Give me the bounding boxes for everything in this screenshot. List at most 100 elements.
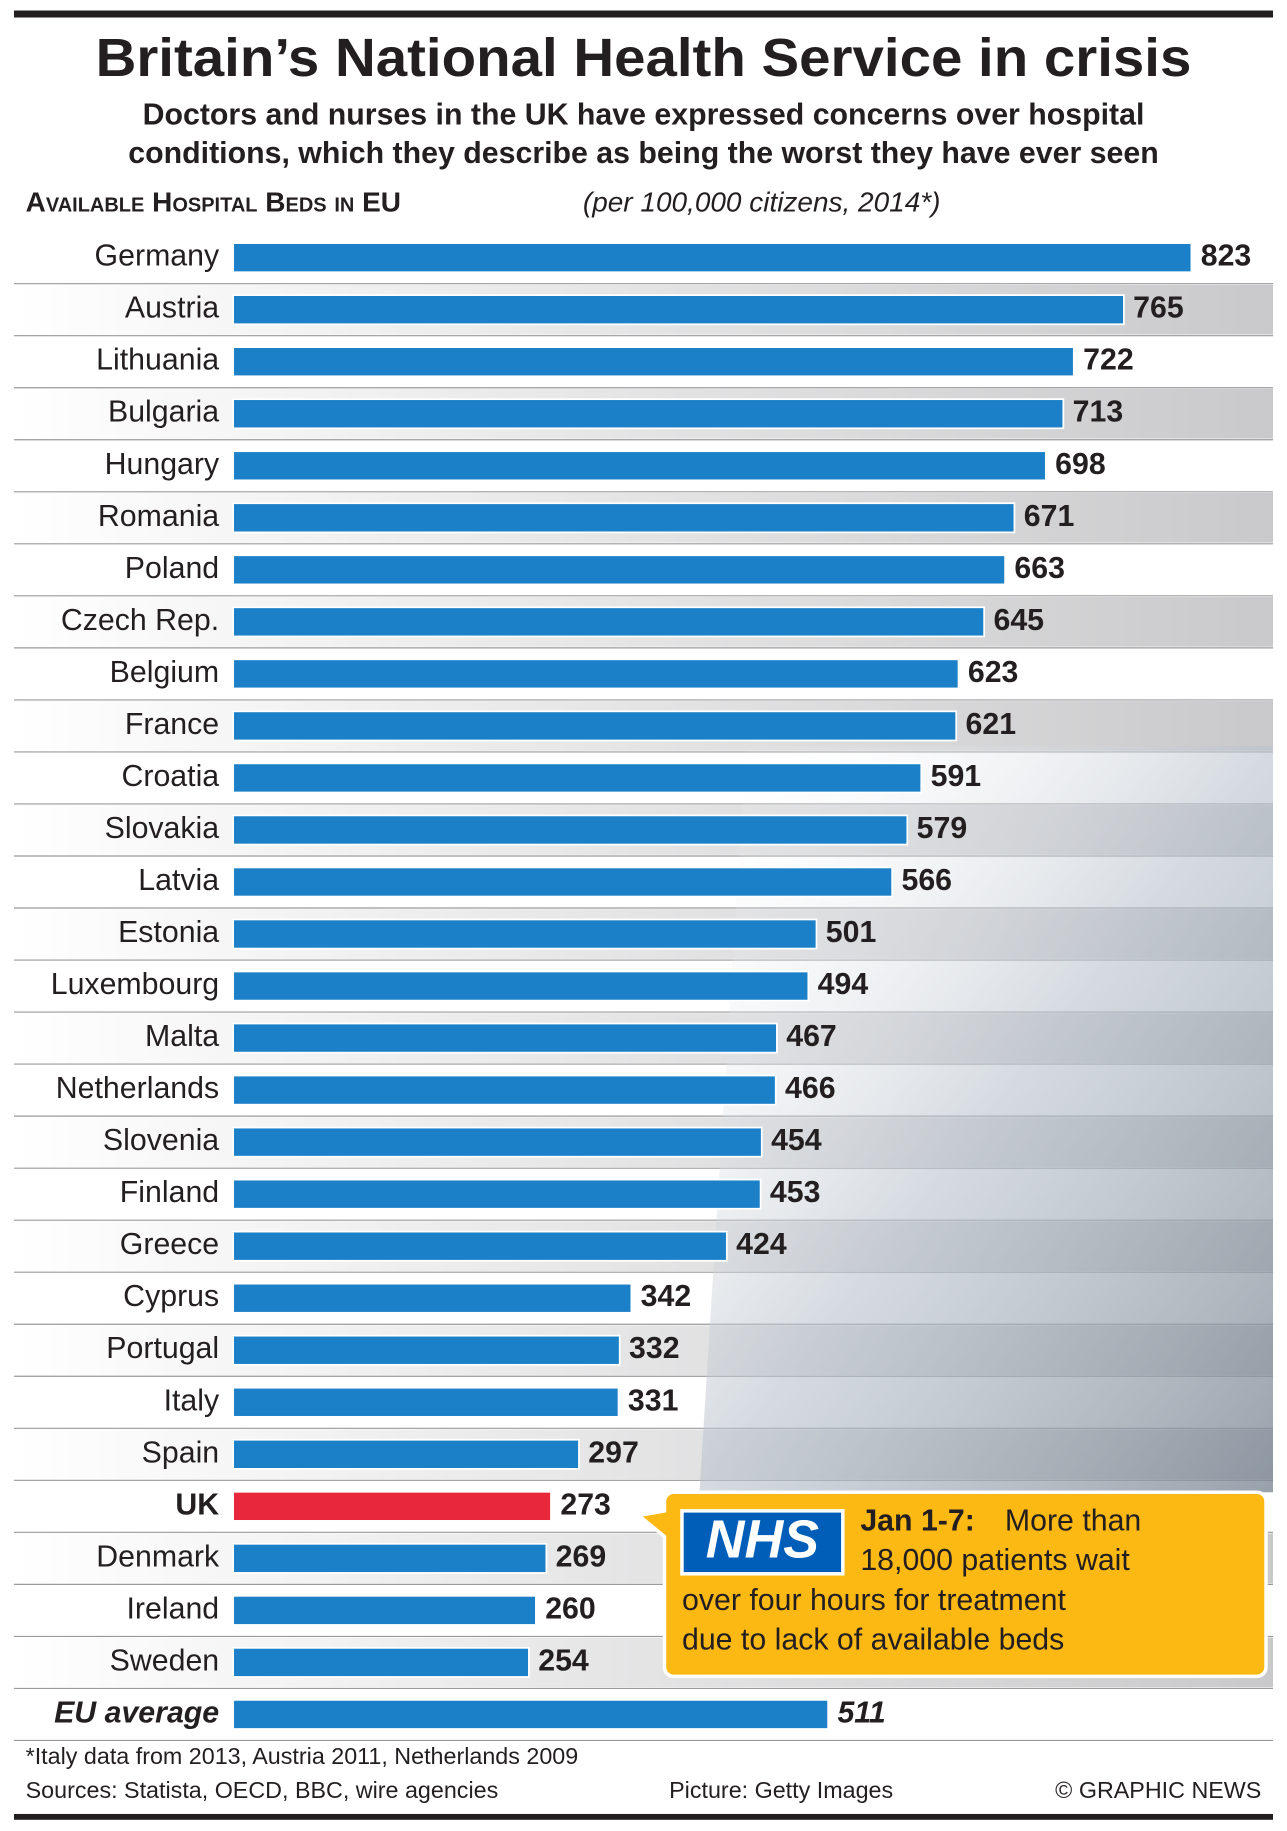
category-label: Malta	[145, 1020, 219, 1053]
category-label: Luxembourg	[51, 968, 219, 1001]
bar	[232, 450, 1047, 482]
sources: Sources: Statista, OECD, BBC, wire agenc…	[26, 1777, 499, 1803]
value-label: 623	[968, 656, 1019, 689]
bar	[232, 1022, 778, 1054]
bar	[232, 970, 810, 1002]
bar	[232, 294, 1125, 326]
bar	[232, 1386, 620, 1418]
category-label: Estonia	[118, 916, 219, 949]
bar	[232, 1490, 552, 1522]
category-label: Bulgaria	[108, 396, 219, 429]
value-label: 453	[770, 1176, 821, 1209]
category-label: UK	[175, 1488, 219, 1521]
bar	[232, 346, 1075, 378]
category-label: Cyprus	[123, 1280, 219, 1313]
value-label: 254	[538, 1644, 589, 1677]
bar	[232, 866, 894, 898]
bar	[232, 502, 1016, 534]
callout-text: 18,000 patients wait	[860, 1544, 1130, 1577]
bars: Germany 823 Austria 765 Lithuania 722 Bulgaria…	[51, 240, 1252, 1730]
category-label: Germany	[95, 240, 220, 273]
picture-credit: Picture: Getty Images	[669, 1777, 893, 1803]
bar	[232, 658, 960, 690]
category-label: Sweden	[110, 1644, 219, 1677]
bar	[232, 1230, 728, 1262]
subtitle: Doctors and nurses in the UK have expres…	[143, 99, 1145, 132]
chart-heading: Available Hospital Beds in EU	[26, 186, 401, 217]
bar	[232, 814, 909, 846]
callout-text: due to lack of available beds	[682, 1623, 1064, 1656]
value-label: 671	[1024, 500, 1075, 533]
top-rule	[13, 10, 1274, 18]
photo	[699, 746, 1274, 1493]
value-label: 273	[560, 1488, 611, 1521]
value-label: 698	[1055, 448, 1106, 481]
value-label: 823	[1201, 240, 1252, 273]
value-label: 297	[588, 1436, 639, 1469]
callout-lead: Jan 1-7:	[860, 1505, 975, 1538]
bar	[232, 1334, 621, 1366]
value-label: 494	[818, 968, 869, 1001]
bar	[232, 1646, 530, 1678]
category-label: Denmark	[96, 1540, 220, 1573]
value-label: 591	[931, 760, 982, 793]
value-label: 722	[1083, 344, 1134, 377]
category-label: Ireland	[127, 1592, 220, 1625]
category-label: Hungary	[105, 448, 220, 481]
bar	[232, 398, 1065, 430]
category-label: EU average	[54, 1696, 219, 1729]
value-label: 454	[771, 1124, 822, 1157]
category-label: Netherlands	[56, 1072, 219, 1105]
subtitle: conditions, which they describe as being…	[128, 137, 1158, 170]
value-label: 331	[628, 1384, 679, 1417]
value-label: 501	[826, 916, 877, 949]
bar	[232, 1542, 548, 1574]
value-label: 765	[1133, 292, 1184, 325]
value-label: 645	[993, 604, 1044, 637]
category-label: Slovakia	[105, 812, 220, 845]
category-label: Austria	[125, 292, 219, 325]
category-label: Italy	[164, 1384, 220, 1417]
bar	[232, 1594, 537, 1626]
bar	[232, 710, 958, 742]
category-label: Slovenia	[103, 1124, 219, 1157]
heading-note: (per 100,000 citizens, 2014*)	[583, 186, 941, 217]
category-label: Lithuania	[96, 344, 219, 377]
value-label: 621	[966, 708, 1017, 741]
value-label: 467	[786, 1020, 837, 1053]
value-label: 260	[545, 1592, 596, 1625]
category-label: Portugal	[106, 1332, 219, 1365]
bar	[232, 242, 1193, 274]
value-label: 424	[736, 1228, 787, 1261]
value-label: 466	[785, 1072, 836, 1105]
bar	[232, 1074, 777, 1106]
value-label: 663	[1014, 552, 1065, 585]
bar	[232, 606, 986, 638]
bar	[232, 554, 1006, 586]
category-label: Poland	[125, 552, 219, 585]
value-label: 511	[837, 1696, 885, 1729]
bar	[232, 1698, 830, 1730]
nhs-logo	[680, 1509, 845, 1576]
value-label: 579	[917, 812, 968, 845]
chart-title: Britain’s National Health Service in cri…	[96, 28, 1192, 88]
callout: NHS Jan 1-7: More than 18,000 patients w…	[634, 1490, 1268, 1679]
bar	[232, 1178, 762, 1210]
category-label: Belgium	[110, 656, 219, 689]
copyright: © GRAPHIC NEWS	[1055, 1777, 1261, 1803]
category-label: Greece	[120, 1228, 219, 1261]
category-label: Finland	[120, 1176, 219, 1209]
callout-text: over four hours for treatment	[682, 1584, 1067, 1617]
category-label: France	[125, 708, 219, 741]
bottom-rule	[13, 1813, 1274, 1820]
category-label: Spain	[142, 1436, 219, 1469]
value-label: 713	[1073, 396, 1124, 429]
footnote: *Italy data from 2013, Austria 2011, Net…	[26, 1743, 579, 1769]
bar	[232, 1438, 580, 1470]
category-label: Latvia	[138, 864, 219, 897]
category-label: Romania	[98, 500, 219, 533]
nhs-logo-text: NHS	[706, 1510, 819, 1570]
callout-text: More than	[1005, 1505, 1141, 1538]
category-label: Croatia	[121, 760, 219, 793]
